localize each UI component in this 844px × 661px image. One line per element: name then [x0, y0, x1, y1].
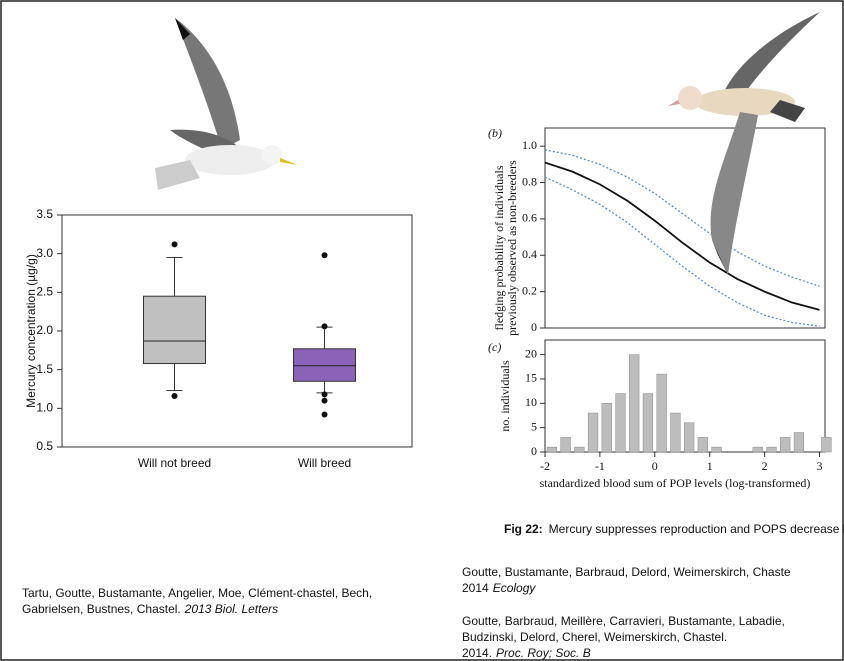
reference-line: Tartu, Goutte, Bustamante, Angelier, Moe… — [22, 586, 372, 600]
reference-source: 2013 Biol. Letters — [184, 602, 278, 616]
bar — [711, 446, 722, 453]
reference-text: Goutte, Bustamante, Barbraud, Delord, We… — [462, 565, 791, 579]
y-tick-label: 0.6 — [522, 211, 537, 225]
bar — [615, 393, 626, 453]
reference-line: Goutte, Bustamante, Barbraud, Delord, We… — [462, 565, 791, 579]
y-tick-label: 1.0 — [36, 401, 53, 415]
box — [143, 295, 206, 364]
y-tick-label: 2.5 — [36, 285, 53, 299]
reference-line: Budzinski, Delord, Cherel, Weimerskirch,… — [462, 630, 727, 644]
bar — [642, 393, 654, 453]
bar — [766, 446, 777, 453]
caption-prefix: Fig 22: — [504, 522, 543, 536]
x-axis-label: standardized blood sum of POP levels (lo… — [540, 476, 811, 490]
albatross-image — [668, 12, 820, 275]
bar — [697, 437, 708, 453]
y-tick-label: 0.4 — [522, 247, 537, 261]
bar — [629, 354, 640, 453]
reference-text: Budzinski, Delord, Cherel, Weimerskirch,… — [462, 630, 727, 644]
reference-text: Goutte, Barbraud, Meillère, Carravieri, … — [462, 614, 785, 628]
y-tick-label: 0.5 — [36, 439, 53, 453]
outlier — [321, 323, 328, 330]
caption: Fig 22: Mercury suppresses reproduction a… — [504, 522, 844, 536]
y-tick-label: 15 — [525, 371, 537, 385]
reference-text: Tartu, Goutte, Bustamante, Angelier, Moe… — [22, 586, 372, 600]
y-tick-label: 0 — [531, 320, 537, 334]
y-tick-label: 1.0 — [522, 138, 537, 152]
bar — [793, 432, 805, 453]
caption-text: Mercury suppresses reproduction and POPS… — [549, 522, 844, 536]
y-tick-label: 0.8 — [522, 174, 537, 188]
reference-text: 2014 — [462, 581, 489, 595]
bar — [684, 422, 695, 453]
x-tick-label: Will not breed — [138, 456, 211, 470]
y-tick-label: 10 — [525, 395, 537, 409]
reference-line: Gabrielsen, Bustnes, Chastel. 2013 Biol. … — [22, 602, 278, 616]
reference-text: 2014. — [462, 646, 492, 660]
reference-source: Ecology — [493, 581, 537, 595]
y-tick-label: 1.5 — [36, 362, 53, 376]
bar — [601, 403, 612, 453]
outlier — [321, 411, 328, 418]
plot-frame — [544, 127, 826, 329]
bar — [587, 412, 599, 453]
x-tick-label: -2 — [540, 459, 550, 473]
y-axis-label: no. individuals — [498, 360, 512, 432]
outlier — [321, 391, 328, 398]
y-tick-label: 3.5 — [36, 207, 53, 221]
x-tick-label: Will breed — [298, 456, 351, 470]
y-axis-label: previously observed as non-breeders — [505, 160, 519, 336]
outlier — [171, 392, 178, 399]
x-tick-label: -1 — [595, 459, 605, 473]
x-tick-label: 3 — [817, 459, 823, 473]
box — [293, 348, 356, 382]
y-tick-label: 0.2 — [522, 283, 537, 297]
bar — [546, 446, 557, 453]
bar — [780, 437, 791, 453]
curve — [544, 161, 820, 311]
bar — [560, 437, 571, 453]
bar — [574, 446, 585, 453]
y-tick-label: 2.0 — [36, 323, 53, 337]
reference-line: 2014 Ecology — [462, 581, 536, 595]
x-tick-label: 2 — [762, 459, 768, 473]
outlier — [321, 252, 328, 259]
reference-line: Goutte, Barbraud, Meillère, Carravieri, … — [462, 614, 785, 628]
panel-label: (c) — [488, 340, 501, 354]
reference-text: Gabrielsen, Bustnes, Chastel. — [22, 602, 181, 616]
y-tick-label: 20 — [525, 346, 537, 360]
y-tick-label: 3.0 — [36, 246, 53, 260]
gull-image — [155, 18, 298, 190]
reference-line: 2014. Proc. Roy; Soc. B — [462, 646, 591, 660]
outlier — [171, 241, 178, 248]
bar — [656, 373, 667, 453]
reference-source: Proc. Roy; Soc. B — [496, 646, 591, 660]
bar — [821, 437, 832, 453]
panel-label: (b) — [488, 126, 502, 140]
outlier — [321, 397, 328, 404]
curve — [544, 176, 820, 327]
y-tick-label: 0 — [531, 444, 537, 458]
y-tick-label: 5 — [531, 419, 537, 433]
y-axis-label: fledging probability of individuals — [492, 165, 506, 330]
curve — [544, 149, 820, 287]
x-tick-label: 1 — [707, 459, 713, 473]
x-tick-label: 0 — [652, 459, 658, 473]
y-axis-label: Mercury concentration (µg/g) — [24, 254, 38, 408]
bar — [670, 412, 681, 453]
bar — [752, 446, 763, 453]
